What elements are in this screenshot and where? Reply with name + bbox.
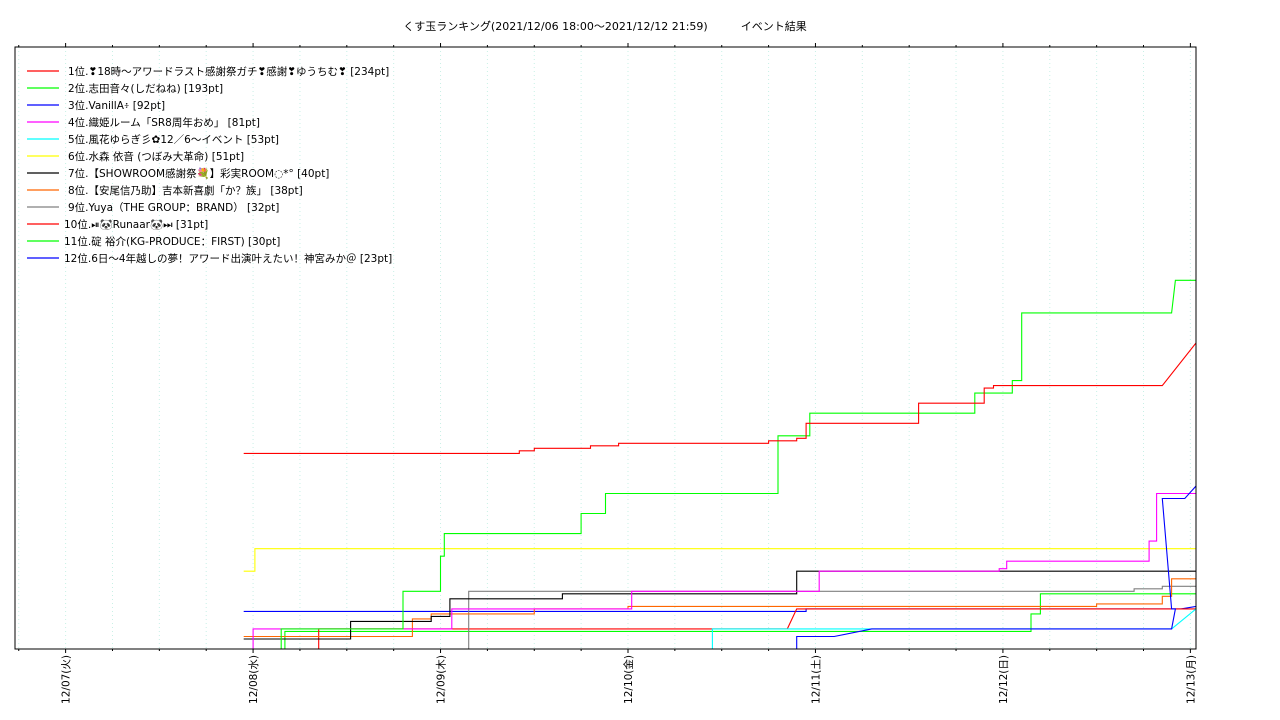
legend-entry: 7位.【SHOWROOM感謝祭💐】彩実ROOM◌*° [40pt] <box>68 167 329 180</box>
legend-entry: 3位.VanillA፥ [92pt] <box>68 99 165 112</box>
chart-title: くす玉ランキング゙(2021/12/06 18:00〜2021/12/12 21… <box>403 20 807 33</box>
legend: 1位.❣18時〜アワードラスト感謝祭ガチ❣感謝❣ゆうちむ❣ [234pt] 2位.… <box>27 65 392 265</box>
legend-entry: 2位.志田音々(しだねね) [193pt] <box>68 82 223 95</box>
x-tick-label: 12/13(月) <box>1185 655 1197 704</box>
x-tick-label: 12/09(木) <box>436 655 448 704</box>
series-line <box>468 585 1196 649</box>
legend-entry: 12位.6日〜4年越しの夢！アワード出演叶えたい！神宮みか＠ [23pt] <box>64 252 392 265</box>
legend-entry: 5位.風花ゆらぎ彡✿12／6〜イベント [53pt] <box>68 133 279 146</box>
series-line <box>796 485 1196 649</box>
series-line <box>252 492 1196 649</box>
legend-entry: 4位.織姫ルーム「SR8周年おめ」 [81pt] <box>68 116 260 129</box>
legend-entry: 6位.水森 依音 (つぼみ大革命) [51pt] <box>68 150 244 163</box>
series-line <box>284 593 1196 649</box>
legend-entry: 10位.⏯🐼Runaar🐼⏭ [31pt] <box>64 218 208 231</box>
legend-entry: 11位.碇 裕介(KG-PRODUCE：FIRST) [30pt] <box>64 235 280 248</box>
x-tick-label: 12/08(水) <box>248 655 260 704</box>
series-line <box>280 279 1196 649</box>
legend-entry: 1位.❣18時〜アワードラスト感謝祭ガチ❣感謝❣ゆうちむ❣ [234pt] <box>68 65 389 78</box>
x-tick-label: 12/10(金) <box>622 655 635 704</box>
legend-entry: 8位.【安尾信乃助】吉本新喜劇「か？族」 [38pt] <box>68 184 303 197</box>
series-layer <box>243 279 1196 649</box>
series-line <box>243 578 1196 638</box>
x-tick-label: 12/11(土) <box>809 655 822 704</box>
series-line <box>243 342 1196 454</box>
series-line <box>243 570 1196 640</box>
grid-layer <box>18 47 1191 649</box>
series-line <box>243 548 1196 572</box>
plot-frame <box>14 46 1197 650</box>
axis-layer: 12/07(火) 12/08(水) 12/09(木) 12/10(金) 12/11(土)… <box>18 43 1197 704</box>
legend-entry: 9位.Yuya（THE GROUP：BRAND） [32pt] <box>68 201 279 214</box>
x-tick-label: 12/07(火) <box>61 655 73 704</box>
x-tick-label: 12/12(日) <box>998 655 1010 704</box>
